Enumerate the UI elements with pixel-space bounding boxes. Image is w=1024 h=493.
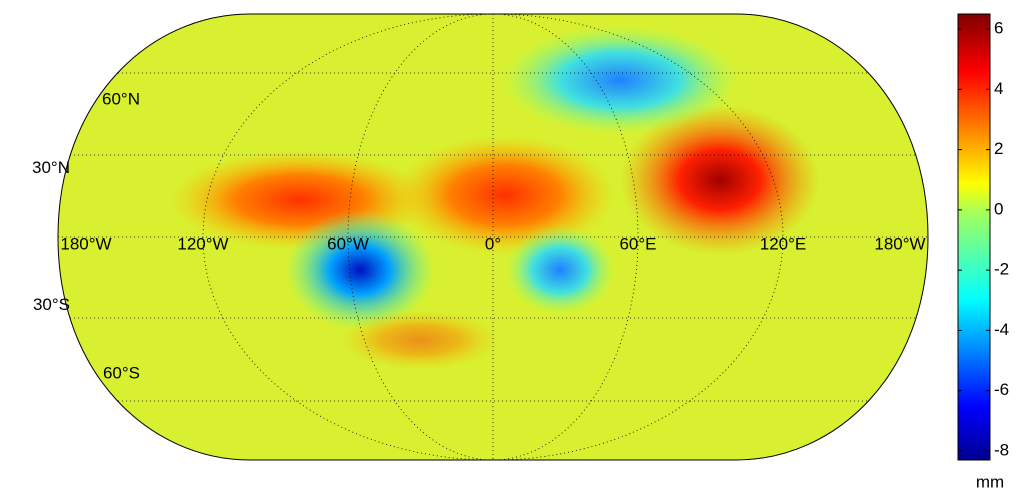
colorbar-tick-label: 4 xyxy=(994,79,1003,98)
colorbar-tick-label: -2 xyxy=(994,260,1009,279)
lat-label: 30°S xyxy=(33,295,70,314)
lat-label: 30°N xyxy=(32,158,70,177)
lon-label: 60°E xyxy=(619,234,656,253)
lat-label: 60°S xyxy=(103,363,140,382)
colorbar-tick-label: 0 xyxy=(994,199,1003,218)
colorbar-tick-label: 6 xyxy=(994,19,1003,38)
lon-label: 120°E xyxy=(760,234,807,253)
colorbar-tick-label: 2 xyxy=(994,139,1003,158)
colorbar-tick-label: -8 xyxy=(994,440,1009,459)
colorbar-tick-label: -6 xyxy=(994,380,1009,399)
graticule xyxy=(58,14,928,460)
globe-outline xyxy=(57,13,929,461)
lon-label: 180°W xyxy=(874,234,925,253)
lon-label: 0° xyxy=(485,234,501,253)
colorbar-tick-label: -4 xyxy=(994,320,1009,339)
lon-label: 120°W xyxy=(177,234,228,253)
colorbar xyxy=(957,13,991,461)
lat-label: 60°N xyxy=(102,90,140,109)
colorbar-unit: mm xyxy=(976,472,1004,491)
lon-label: 180°W xyxy=(60,234,111,253)
lon-label: 60°W xyxy=(327,234,369,253)
